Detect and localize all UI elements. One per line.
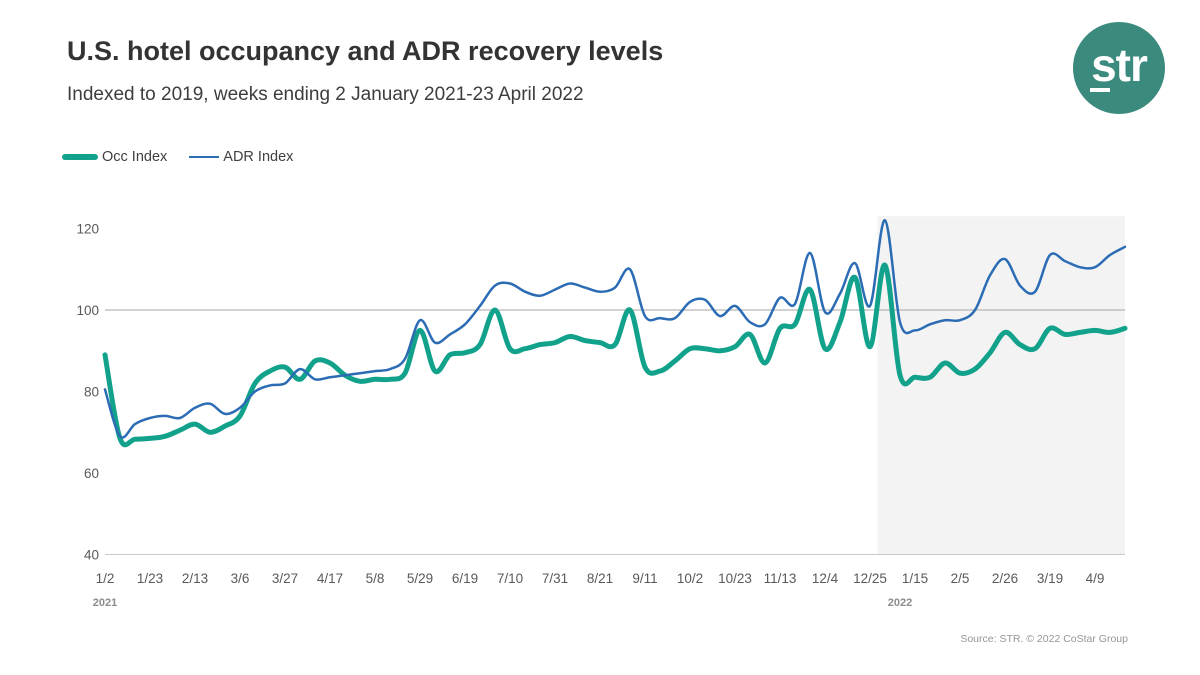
- x-tick-label: 1/2: [96, 571, 115, 586]
- x-tick-label: 5/29: [407, 571, 433, 586]
- page-subtitle: Indexed to 2019, weeks ending 2 January …: [67, 84, 584, 105]
- page-title: U.S. hotel occupancy and ADR recovery le…: [67, 36, 664, 66]
- legend-item-adr: ADR Index: [189, 149, 293, 165]
- occ-line: [102, 262, 1128, 448]
- occ-line-swatch: [62, 154, 98, 160]
- legend-label: ADR Index: [223, 149, 294, 165]
- str-logo: str: [1073, 22, 1165, 114]
- x-tick-label: 12/4: [812, 571, 839, 586]
- x-tick-label: 3/27: [272, 571, 298, 586]
- x-tick-label: 2/26: [992, 571, 1018, 586]
- y-tick-label: 40: [84, 548, 99, 563]
- x-tick-label: 2/5: [951, 571, 970, 586]
- x-tick-label: 4/17: [317, 571, 343, 586]
- y-tick-label: 60: [84, 466, 99, 481]
- x-tick-label: 12/25: [853, 571, 887, 586]
- x-tick-label: 2/13: [182, 571, 208, 586]
- adr-line: [103, 219, 1127, 439]
- x-tick-label: 8/21: [587, 571, 613, 586]
- shaded-region-2022: [877, 216, 1125, 555]
- legend: Occ Index ADR Index: [62, 149, 293, 165]
- x-tick-label: 9/11: [632, 571, 657, 586]
- logo-underline: [1090, 88, 1110, 92]
- year-label: 2021: [93, 597, 117, 609]
- x-tick-label: 6/19: [452, 571, 478, 586]
- year-label: 2022: [888, 597, 912, 609]
- x-tick-label: 10/2: [677, 571, 703, 586]
- x-tick-label: 10/23: [718, 571, 752, 586]
- x-tick-label: 1/23: [137, 571, 163, 586]
- x-tick-label: 3/19: [1037, 571, 1063, 586]
- y-tick-label: 80: [84, 385, 99, 400]
- source-note: Source: STR. © 2022 CoStar Group: [960, 633, 1128, 645]
- x-tick-label: 3/6: [231, 571, 250, 586]
- x-tick-label: 7/31: [542, 571, 568, 586]
- x-tick-label: 7/10: [497, 571, 523, 586]
- x-tick-label: 1/15: [902, 571, 928, 586]
- adr-line-swatch: [189, 155, 220, 159]
- logo-text: str: [1091, 39, 1148, 91]
- y-tick-label: 100: [76, 303, 99, 318]
- legend-label: Occ Index: [102, 149, 168, 165]
- x-tick-label: 11/13: [764, 571, 797, 586]
- x-tick-label: 5/8: [366, 571, 385, 586]
- legend-item-occ: Occ Index: [62, 149, 167, 165]
- x-tick-label: 4/9: [1086, 571, 1105, 586]
- y-tick-label: 120: [76, 222, 99, 237]
